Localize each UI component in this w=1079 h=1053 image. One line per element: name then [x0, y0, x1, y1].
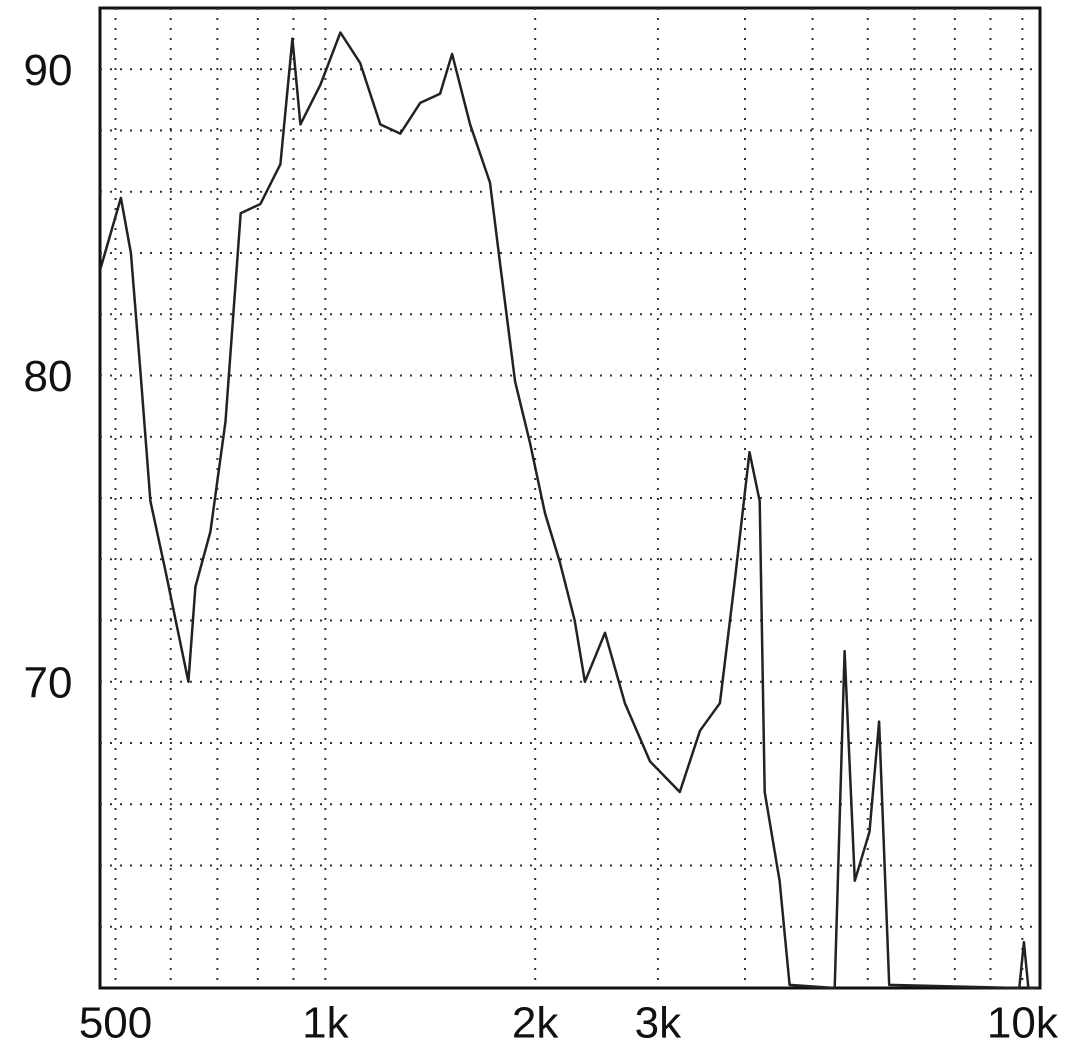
x-tick-label: 10k	[987, 999, 1059, 1048]
x-tick-label: 2k	[512, 999, 559, 1048]
x-tick-label: 1k	[302, 999, 349, 1048]
x-tick-label: 500	[79, 999, 152, 1048]
x-tick-label: 3k	[635, 999, 682, 1048]
y-tick-label: 70	[24, 658, 73, 707]
y-tick-label: 80	[24, 352, 73, 401]
y-tick-label: 90	[24, 46, 73, 95]
data-line	[99, 31, 1039, 990]
